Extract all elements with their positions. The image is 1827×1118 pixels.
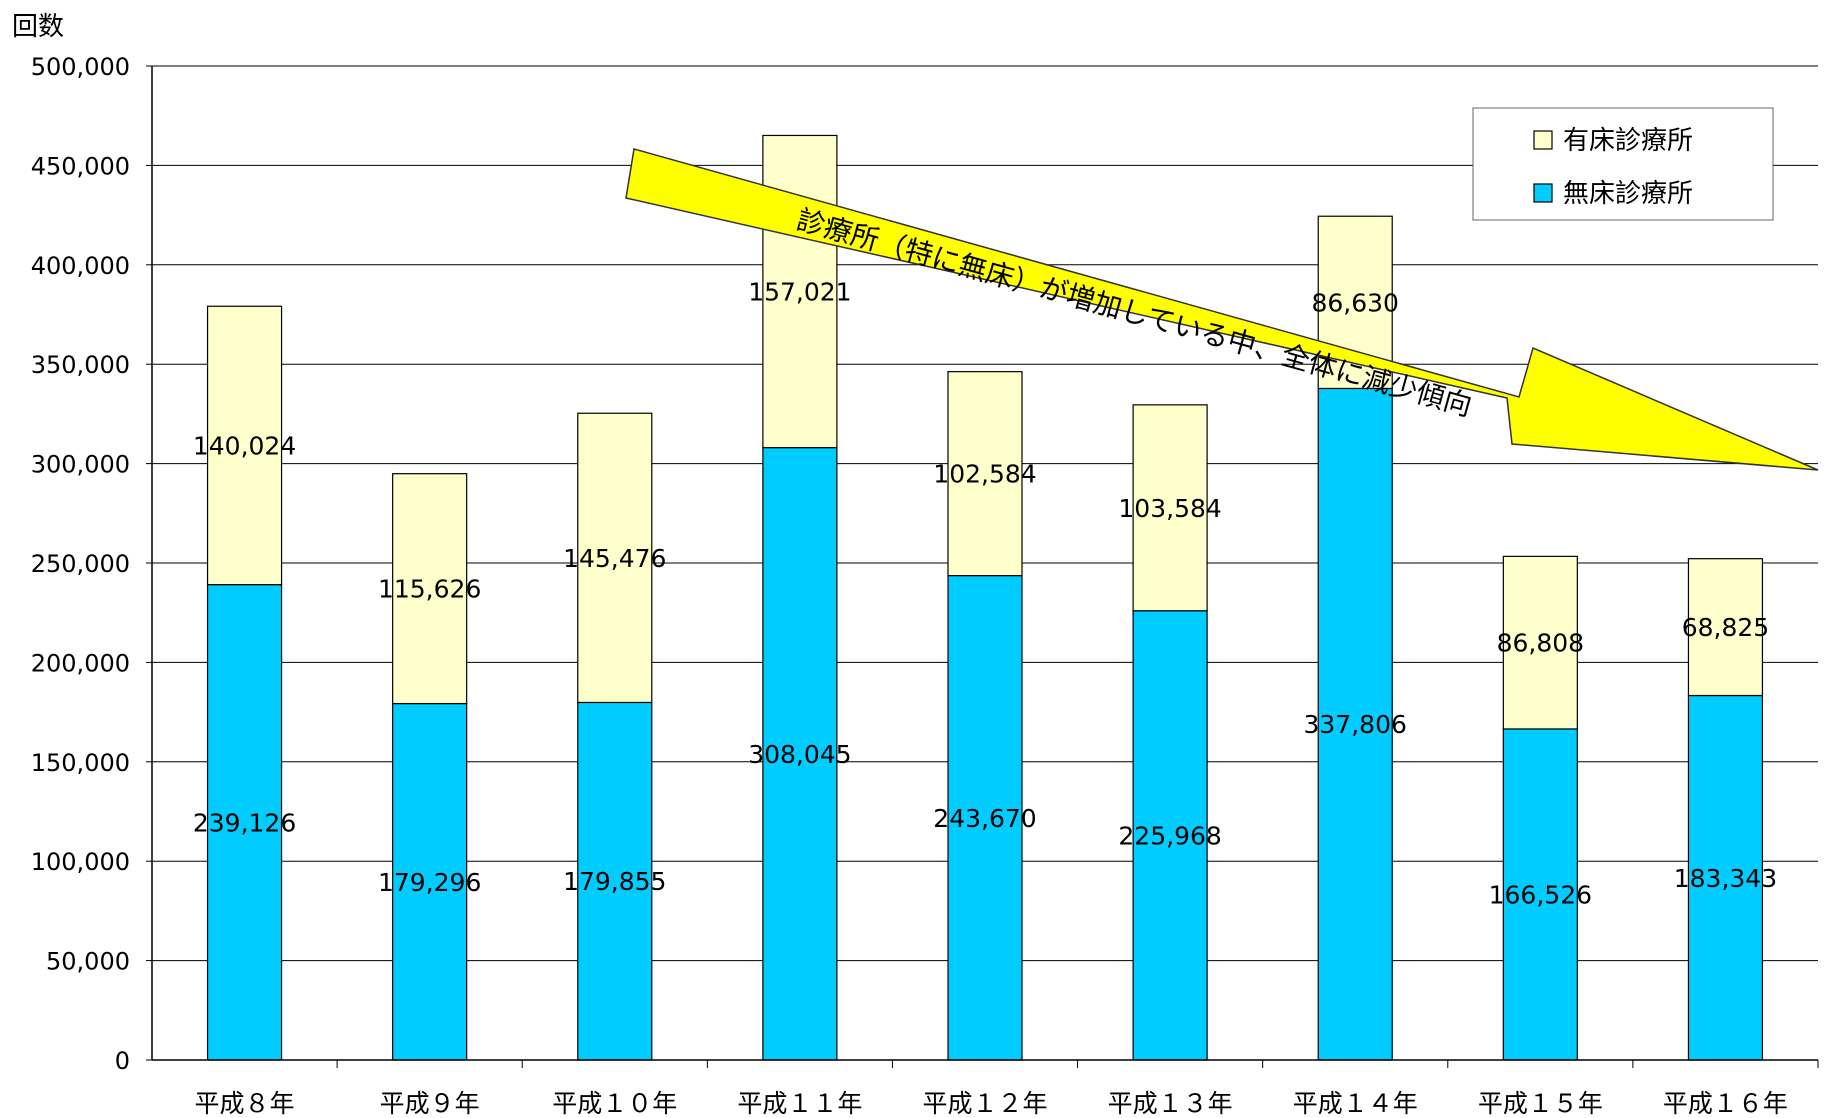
y-axis-ticks: 0 50,000 100,000 150,000 200,000 250,000 300,0… bbox=[31, 53, 152, 1075]
x-axis-ticks: 平成８年 平成９年 平成１０年 平成１１年 平成１２年 平成１３年 平成１４年 平成１５年 平成… bbox=[195, 1060, 1819, 1118]
bar-segment bbox=[1687, 558, 1764, 697]
data-label: 68,825 bbox=[1682, 613, 1769, 642]
data-label: 225,968 bbox=[1118, 821, 1221, 850]
bar-segment bbox=[1502, 728, 1578, 1061]
data-label: 243,670 bbox=[933, 804, 1036, 833]
bar-segment bbox=[762, 134, 838, 449]
data-label: 140,024 bbox=[193, 431, 296, 460]
legend-label: 有床診療所 bbox=[1563, 126, 1693, 156]
bar-segment bbox=[206, 584, 283, 1061]
bar-segment bbox=[762, 447, 838, 1061]
bar-segment bbox=[1687, 694, 1764, 1061]
bar-segment bbox=[206, 305, 283, 586]
y-tick-label: 500,000 bbox=[31, 53, 130, 81]
x-tick-label: 平成８年 bbox=[195, 1089, 295, 1118]
data-label: 103,584 bbox=[1118, 494, 1221, 523]
legend-swatch bbox=[1533, 130, 1553, 150]
y-tick-label: 200,000 bbox=[31, 649, 130, 677]
trend-arrow bbox=[625, 148, 1819, 471]
x-tick-label: 平成９年 bbox=[380, 1089, 480, 1118]
x-tick-label: 平成１３年 bbox=[1108, 1089, 1233, 1118]
data-label: 183,343 bbox=[1674, 864, 1777, 893]
y-tick-label: 100,000 bbox=[31, 848, 130, 876]
y-tick-label: 300,000 bbox=[31, 451, 130, 479]
data-label: 239,126 bbox=[193, 808, 296, 837]
data-label: 86,630 bbox=[1311, 288, 1398, 317]
x-tick-label: 平成１１年 bbox=[737, 1089, 862, 1118]
data-label: 157,021 bbox=[748, 278, 851, 307]
x-tick-label: 平成１４年 bbox=[1293, 1089, 1418, 1118]
legend-label: 無床診療所 bbox=[1563, 179, 1693, 209]
x-tick-label: 平成１０年 bbox=[552, 1089, 677, 1118]
value-labels: 239,126 140,024 179,296 115,626 179,855 145,4… bbox=[193, 278, 1777, 910]
data-label: 337,806 bbox=[1304, 710, 1407, 739]
bar-segment bbox=[1132, 404, 1208, 612]
legend-box bbox=[1472, 107, 1774, 221]
x-tick-label: 平成１５年 bbox=[1478, 1089, 1603, 1118]
y-tick-label: 150,000 bbox=[31, 749, 130, 777]
data-label: 86,808 bbox=[1497, 629, 1584, 658]
bar-segment bbox=[392, 473, 468, 705]
bar-segment bbox=[1502, 555, 1578, 730]
x-tick-label: 平成１２年 bbox=[922, 1089, 1047, 1118]
bar-segment bbox=[577, 412, 653, 704]
data-label: 308,045 bbox=[748, 740, 851, 769]
y-tick-label: 400,000 bbox=[31, 252, 130, 280]
bars bbox=[206, 134, 1764, 1061]
legend-swatch bbox=[1533, 183, 1553, 203]
x-tick-label: 平成１６年 bbox=[1663, 1089, 1788, 1118]
data-label: 102,584 bbox=[933, 460, 1036, 489]
y-tick-label: 450,000 bbox=[31, 152, 130, 180]
data-label: 179,296 bbox=[378, 868, 481, 897]
bar-segment bbox=[392, 702, 468, 1061]
data-label: 179,855 bbox=[563, 867, 666, 896]
y-axis-label: 回数 bbox=[12, 12, 64, 42]
y-tick-label: 0 bbox=[115, 1047, 130, 1075]
bar-segment bbox=[577, 701, 653, 1061]
data-label: 166,526 bbox=[1489, 880, 1592, 909]
data-label: 145,476 bbox=[563, 544, 666, 573]
axes bbox=[151, 66, 1818, 1061]
y-tick-label: 50,000 bbox=[46, 948, 130, 976]
y-tick-label: 250,000 bbox=[31, 550, 130, 578]
data-label: 115,626 bbox=[378, 575, 481, 604]
bar-segment bbox=[947, 574, 1023, 1061]
y-tick-label: 350,000 bbox=[31, 351, 130, 379]
bar-segment bbox=[947, 371, 1023, 577]
